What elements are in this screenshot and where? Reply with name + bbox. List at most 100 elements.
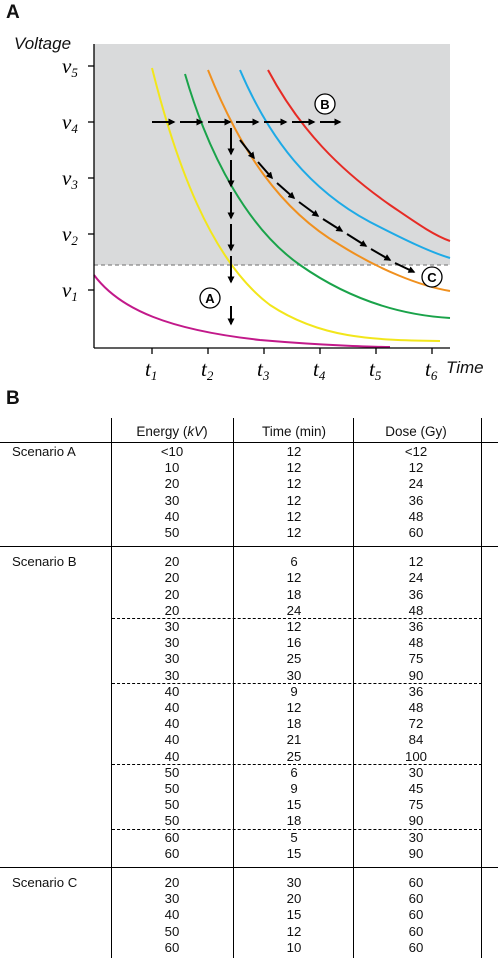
time-cell: 12 bbox=[286, 923, 302, 939]
energy-cell: 20 bbox=[164, 602, 180, 618]
energy-cell: 20 bbox=[164, 476, 180, 492]
y-axis-title: Voltage bbox=[14, 34, 72, 53]
x-tick-labels: t1 t2 t3 t4 t5 t6 bbox=[145, 357, 438, 383]
energy-cell: 60 bbox=[164, 939, 180, 955]
energy-cell: 10 bbox=[164, 460, 180, 476]
energy-cell: 40 bbox=[164, 732, 180, 748]
time-cell: 18 bbox=[286, 586, 302, 602]
time-cell: 12 bbox=[286, 700, 302, 715]
dose-cell: 36 bbox=[408, 619, 424, 634]
y-tick-sub-v3: 3 bbox=[70, 177, 78, 192]
energy-cell: 60 bbox=[164, 829, 180, 845]
svg-text:v5: v5 bbox=[62, 54, 78, 80]
energy-cell: 60 bbox=[164, 845, 180, 861]
x-tick-label-t3: t bbox=[257, 357, 264, 381]
energy-cell: 50 bbox=[164, 797, 180, 813]
orange-curve bbox=[207, 69, 451, 292]
group-divider bbox=[112, 682, 482, 684]
y-tick-label-v5: v bbox=[62, 54, 72, 78]
marker-c: C bbox=[421, 266, 443, 288]
time-cell: 12 bbox=[286, 476, 302, 492]
energy-cell: 30 bbox=[164, 635, 180, 651]
y-tick-sub-v1: 1 bbox=[71, 289, 78, 304]
yellow-curve bbox=[151, 67, 441, 342]
time-cell: 15 bbox=[286, 797, 302, 813]
dose-cell: 48 bbox=[408, 700, 424, 715]
marker-a-text: A bbox=[205, 291, 215, 306]
dose-cell: 75 bbox=[408, 651, 424, 667]
panel-b-label: B bbox=[6, 388, 20, 409]
group-divider bbox=[112, 618, 482, 619]
time-cell: 9 bbox=[290, 781, 298, 796]
scenario-rule bbox=[0, 546, 498, 548]
dose-cell: 36 bbox=[408, 492, 424, 508]
x-tick-label-t1: t bbox=[145, 357, 152, 381]
energy-cell: 30 bbox=[164, 667, 180, 683]
table-divider bbox=[353, 418, 354, 958]
energy-cell: 40 bbox=[164, 748, 180, 764]
svg-text:t4: t4 bbox=[313, 357, 326, 383]
energy-cell: 30 bbox=[164, 651, 180, 667]
energy-cell: 30 bbox=[164, 492, 180, 508]
energy-cell: 30 bbox=[164, 891, 180, 907]
group-divider bbox=[112, 828, 482, 830]
energy-cell: 50 bbox=[164, 923, 180, 939]
x-tick-label-t6: t bbox=[425, 357, 432, 381]
dose-cell: 60 bbox=[408, 525, 424, 540]
y-ticks bbox=[88, 65, 94, 291]
dose-cell: 60 bbox=[408, 907, 424, 923]
x-tick-label-t2: t bbox=[201, 357, 208, 381]
y-tick-label-v1: v bbox=[62, 278, 72, 302]
time-cell: 15 bbox=[286, 845, 302, 861]
svg-text:t1: t1 bbox=[145, 357, 157, 383]
dose-cell: 90 bbox=[408, 813, 424, 829]
x-tick-sub-t6: 6 bbox=[431, 368, 438, 383]
marker-b: B bbox=[314, 93, 336, 115]
time-cell: 12 bbox=[286, 444, 302, 459]
marker-c-text: C bbox=[427, 270, 437, 285]
dose-cell: 24 bbox=[408, 476, 424, 492]
scenario-rule bbox=[0, 867, 498, 868]
header-rule bbox=[0, 442, 498, 443]
svg-text:v1: v1 bbox=[62, 278, 78, 304]
time-cell: 15 bbox=[286, 907, 302, 923]
time-cell: 5 bbox=[290, 829, 298, 845]
dose-cell: 60 bbox=[408, 923, 424, 939]
scenario-label: Scenario A bbox=[12, 444, 76, 459]
time-cell: 25 bbox=[286, 748, 302, 764]
energy-cell: 40 bbox=[164, 907, 180, 923]
energy-cell: 20 bbox=[164, 554, 180, 570]
x-tick-sub-t1: 1 bbox=[151, 368, 158, 383]
y-tick-label-v4: v bbox=[62, 110, 72, 134]
energy-cell: 40 bbox=[164, 508, 180, 524]
x-ticks bbox=[151, 348, 433, 354]
scenario-label: Scenario B bbox=[12, 554, 77, 570]
time-cell: 20 bbox=[286, 891, 302, 907]
y-tick-sub-v4: 4 bbox=[71, 121, 78, 136]
energy-cell: 50 bbox=[164, 813, 180, 829]
time-cell: 12 bbox=[286, 492, 302, 508]
svg-text:v3: v3 bbox=[62, 166, 78, 192]
y-tick-label-v3: v bbox=[62, 166, 72, 190]
svg-text:v4: v4 bbox=[62, 110, 78, 136]
energy-cell: 20 bbox=[164, 586, 180, 602]
header-dose: Dose (Gy) bbox=[385, 424, 447, 439]
time-cell: 30 bbox=[286, 875, 302, 890]
dose-cell: 60 bbox=[408, 939, 424, 955]
dose-cell: 84 bbox=[408, 732, 424, 748]
dose-cell: 24 bbox=[408, 570, 424, 586]
energy-cell: 50 bbox=[164, 525, 180, 540]
dose-cell: 36 bbox=[408, 586, 424, 602]
magenta-curve bbox=[93, 274, 391, 348]
dose-cell: 12 bbox=[408, 460, 424, 476]
svg-text:t3: t3 bbox=[257, 357, 270, 383]
dose-cell: 60 bbox=[408, 891, 424, 907]
y-tick-sub-v2: 2 bbox=[71, 233, 78, 248]
time-cell: 6 bbox=[290, 554, 298, 570]
time-cell: 21 bbox=[286, 732, 302, 748]
energy-cell: 50 bbox=[164, 764, 180, 780]
x-tick-label-t5: t bbox=[369, 357, 376, 381]
energy-cell: 30 bbox=[164, 619, 180, 634]
energy-cell: 20 bbox=[164, 570, 180, 586]
marker-a: A bbox=[199, 287, 221, 309]
